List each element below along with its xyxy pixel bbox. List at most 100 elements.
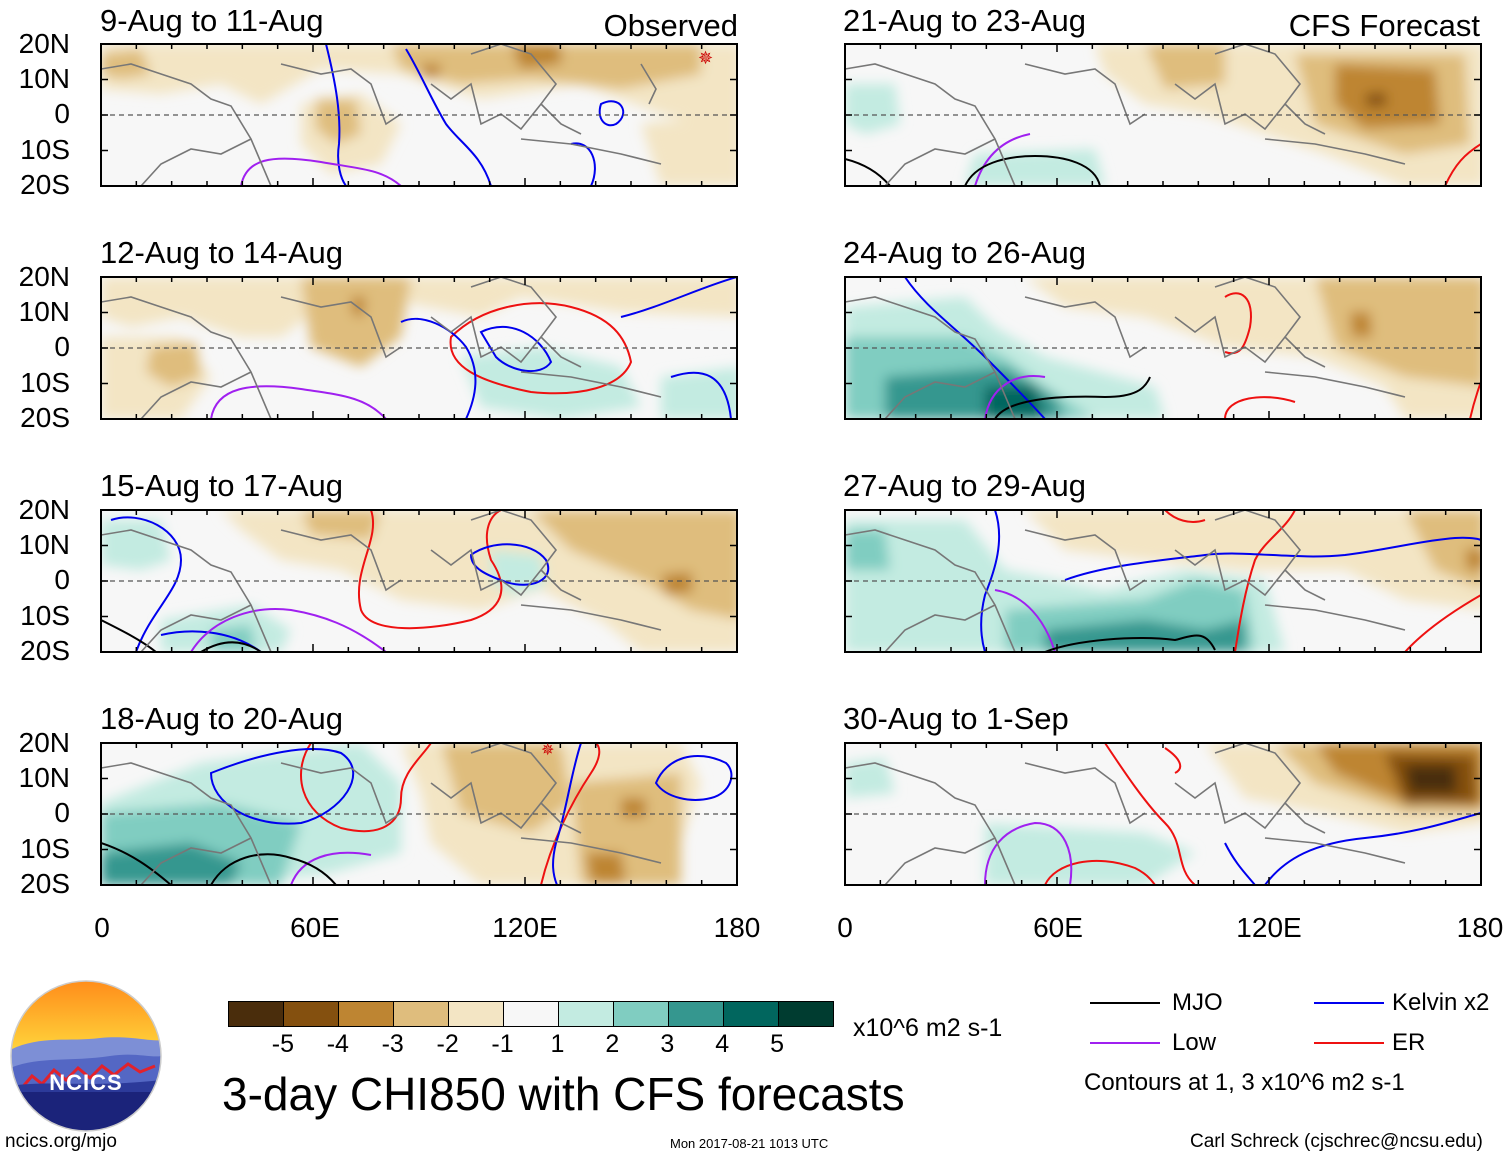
er-contour bbox=[300, 743, 432, 833]
anomaly-fill bbox=[1025, 510, 1481, 610]
colorbar-label: 2 bbox=[605, 1030, 620, 1058]
panel-0-title: 9-Aug to 11-Aug bbox=[100, 3, 324, 38]
anomaly-fill bbox=[441, 743, 571, 833]
colorbar-swatch bbox=[339, 1002, 394, 1026]
er-contour bbox=[1104, 743, 1196, 885]
map-panel-1 bbox=[100, 276, 738, 420]
colorbar-label: 3 bbox=[660, 1030, 675, 1058]
colorbar-swatch bbox=[229, 1002, 284, 1026]
coastline bbox=[845, 510, 1406, 652]
anomaly-fill bbox=[571, 773, 681, 885]
mjo-contour bbox=[210, 853, 337, 885]
colorbar-label: 4 bbox=[715, 1030, 730, 1058]
anomaly-fill bbox=[1350, 312, 1372, 337]
colorbar-units: x10^6 m2 s-1 bbox=[853, 1014, 1003, 1042]
axis-ticks bbox=[100, 43, 1482, 886]
lon-label-r2: 120E bbox=[1236, 912, 1302, 943]
anomaly-fill bbox=[1045, 620, 1245, 652]
lon-label-r0: 0 bbox=[837, 912, 853, 943]
kelvin-contour bbox=[570, 142, 596, 186]
colorbar-label: -1 bbox=[491, 1030, 514, 1058]
er-contour bbox=[1404, 594, 1481, 652]
low-contour bbox=[984, 821, 1073, 885]
anomaly-fill bbox=[586, 853, 626, 883]
anomaly-fill bbox=[845, 758, 895, 798]
lat-label: 10S bbox=[20, 833, 70, 864]
panel-5-title: 24-Aug to 26-Aug bbox=[843, 235, 1087, 270]
map-panel-0: ✵ bbox=[100, 43, 738, 187]
lat-label: 20N bbox=[18, 261, 70, 292]
colorbar-swatch bbox=[724, 1002, 779, 1026]
storm-symbol: ✵ bbox=[698, 48, 713, 69]
lat-label: 10N bbox=[18, 296, 70, 327]
lon-label-r3: 180 bbox=[1456, 912, 1504, 943]
kelvin-contour bbox=[110, 516, 183, 652]
lat-label: 0 bbox=[54, 797, 70, 828]
colorbar bbox=[228, 1001, 834, 1027]
main-title: 3-day CHI850 with CFS forecasts bbox=[222, 1068, 905, 1120]
anomaly-fill bbox=[845, 530, 890, 570]
mjo-contour bbox=[994, 376, 1151, 419]
anomaly-fill bbox=[511, 44, 561, 69]
kelvin-contour bbox=[209, 748, 355, 825]
anomaly-fill bbox=[1315, 277, 1481, 387]
panel-3-title: 18-Aug to 20-Aug bbox=[100, 701, 344, 736]
kelvin-contour bbox=[1064, 536, 1481, 581]
coastline bbox=[101, 277, 662, 419]
panel-7-title: 30-Aug to 1-Sep bbox=[843, 701, 1069, 736]
low-contour bbox=[290, 851, 372, 885]
anomaly-fill bbox=[1335, 64, 1440, 129]
er-contour bbox=[1164, 510, 1206, 523]
lat-label: 0 bbox=[54, 98, 70, 129]
anomaly-fill bbox=[1145, 44, 1225, 89]
kelvin-contour bbox=[479, 325, 553, 373]
anomaly-fill bbox=[101, 843, 241, 885]
map-panel-5 bbox=[844, 276, 1482, 420]
legend-label-er: ER bbox=[1392, 1029, 1426, 1056]
colorbar-swatch bbox=[394, 1002, 449, 1026]
kelvin-contour bbox=[325, 44, 347, 186]
anomaly-fill bbox=[661, 572, 693, 595]
er-contour bbox=[1224, 396, 1296, 419]
colorbar-swatch bbox=[504, 1002, 559, 1026]
low-contour bbox=[240, 157, 402, 186]
coastline bbox=[101, 510, 662, 652]
lat-label: 10S bbox=[20, 367, 70, 398]
lat-label: 10S bbox=[20, 600, 70, 631]
legend-label-low: Low bbox=[1172, 1029, 1217, 1056]
lat-label: 20N bbox=[18, 727, 70, 758]
colorbar-label: 1 bbox=[550, 1030, 565, 1058]
lat-label: 10S bbox=[20, 134, 70, 165]
footer-timestamp: Mon 2017-08-21 1013 UTC bbox=[670, 1136, 829, 1151]
anomaly-fill bbox=[391, 44, 701, 89]
anomaly-fill bbox=[146, 342, 201, 387]
lat-label: 10N bbox=[18, 529, 70, 560]
lon-label-l0: 0 bbox=[94, 912, 110, 943]
mjo-contour bbox=[1044, 634, 1216, 652]
coastline bbox=[101, 44, 662, 186]
lat-label: 20S bbox=[20, 169, 70, 200]
kelvin-contour bbox=[400, 317, 477, 419]
ncics-logo: NCICS bbox=[10, 980, 162, 1132]
panel-2-title: 15-Aug to 17-Aug bbox=[100, 468, 344, 503]
colorbar-label: -2 bbox=[436, 1030, 459, 1058]
kelvin-contour bbox=[469, 543, 550, 586]
anomaly-fill bbox=[641, 114, 737, 186]
anomaly-fill bbox=[1365, 92, 1387, 107]
lat-label: 20S bbox=[20, 402, 70, 433]
kelvin-contour bbox=[980, 510, 1001, 652]
footer-url[interactable]: ncics.org/mjo bbox=[5, 1131, 117, 1152]
er-contour bbox=[540, 743, 601, 885]
map-panel-6 bbox=[844, 509, 1482, 653]
lat-label: 10N bbox=[18, 63, 70, 94]
anomaly-fill bbox=[621, 798, 646, 818]
low-contour bbox=[210, 385, 387, 419]
panel-6-title: 27-Aug to 29-Aug bbox=[843, 468, 1087, 503]
anomaly-fill bbox=[985, 385, 1045, 419]
anomaly-fill bbox=[985, 823, 1195, 885]
er-contour bbox=[358, 510, 503, 630]
kelvin-contour bbox=[654, 754, 733, 801]
anomaly-fill bbox=[845, 84, 900, 134]
lon-label-l3: 180 bbox=[713, 912, 761, 943]
anomaly-fill bbox=[421, 64, 441, 78]
